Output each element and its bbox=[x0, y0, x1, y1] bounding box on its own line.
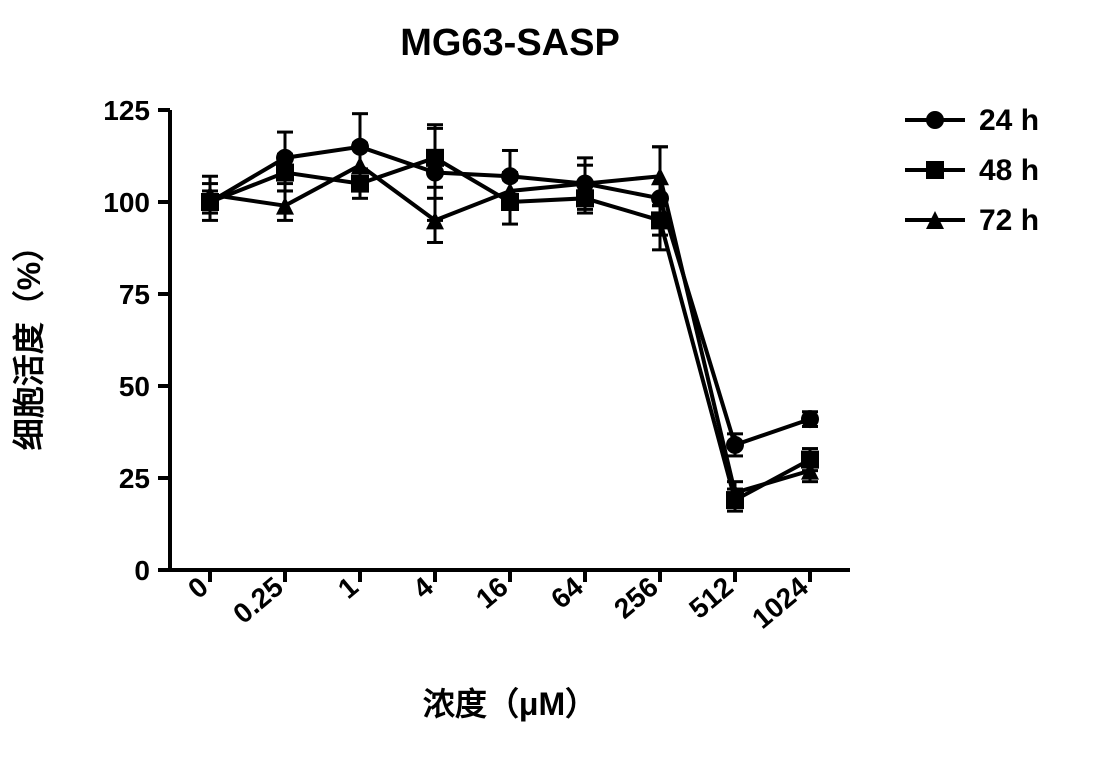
y-axis-label: 细胞活度（%） bbox=[11, 230, 47, 450]
marker-circle bbox=[801, 410, 819, 428]
x-tick-label: 1024 bbox=[746, 571, 814, 635]
marker-triangle bbox=[351, 156, 369, 174]
legend-label: 48 h bbox=[979, 154, 1039, 187]
y-tick-label: 100 bbox=[103, 187, 150, 218]
legend-label: 72 h bbox=[979, 204, 1039, 237]
y-tick-label: 25 bbox=[119, 463, 150, 494]
y-tick-label: 125 bbox=[103, 95, 150, 126]
x-axis-label: 浓度（μM） bbox=[423, 686, 597, 722]
marker-circle bbox=[926, 111, 944, 129]
x-tick-label: 256 bbox=[608, 571, 664, 625]
chart-title: MG63-SASP bbox=[400, 22, 620, 64]
chart-container: MG63-SASP025507510012500.251416642565121… bbox=[0, 0, 1113, 783]
y-tick-label: 50 bbox=[119, 371, 150, 402]
chart-svg: MG63-SASP025507510012500.251416642565121… bbox=[0, 0, 1113, 783]
legend-label: 24 h bbox=[979, 104, 1039, 137]
x-tick-label: 16 bbox=[470, 571, 514, 615]
x-tick-label: 512 bbox=[683, 571, 739, 625]
marker-square bbox=[926, 161, 944, 179]
x-tick-label: 64 bbox=[545, 571, 589, 615]
marker-circle bbox=[726, 436, 744, 454]
marker-square bbox=[276, 164, 294, 182]
x-tick-label: 0.25 bbox=[227, 571, 289, 630]
y-tick-label: 75 bbox=[119, 279, 150, 310]
marker-square bbox=[426, 149, 444, 167]
y-tick-label: 0 bbox=[134, 555, 150, 586]
marker-square bbox=[651, 211, 669, 229]
